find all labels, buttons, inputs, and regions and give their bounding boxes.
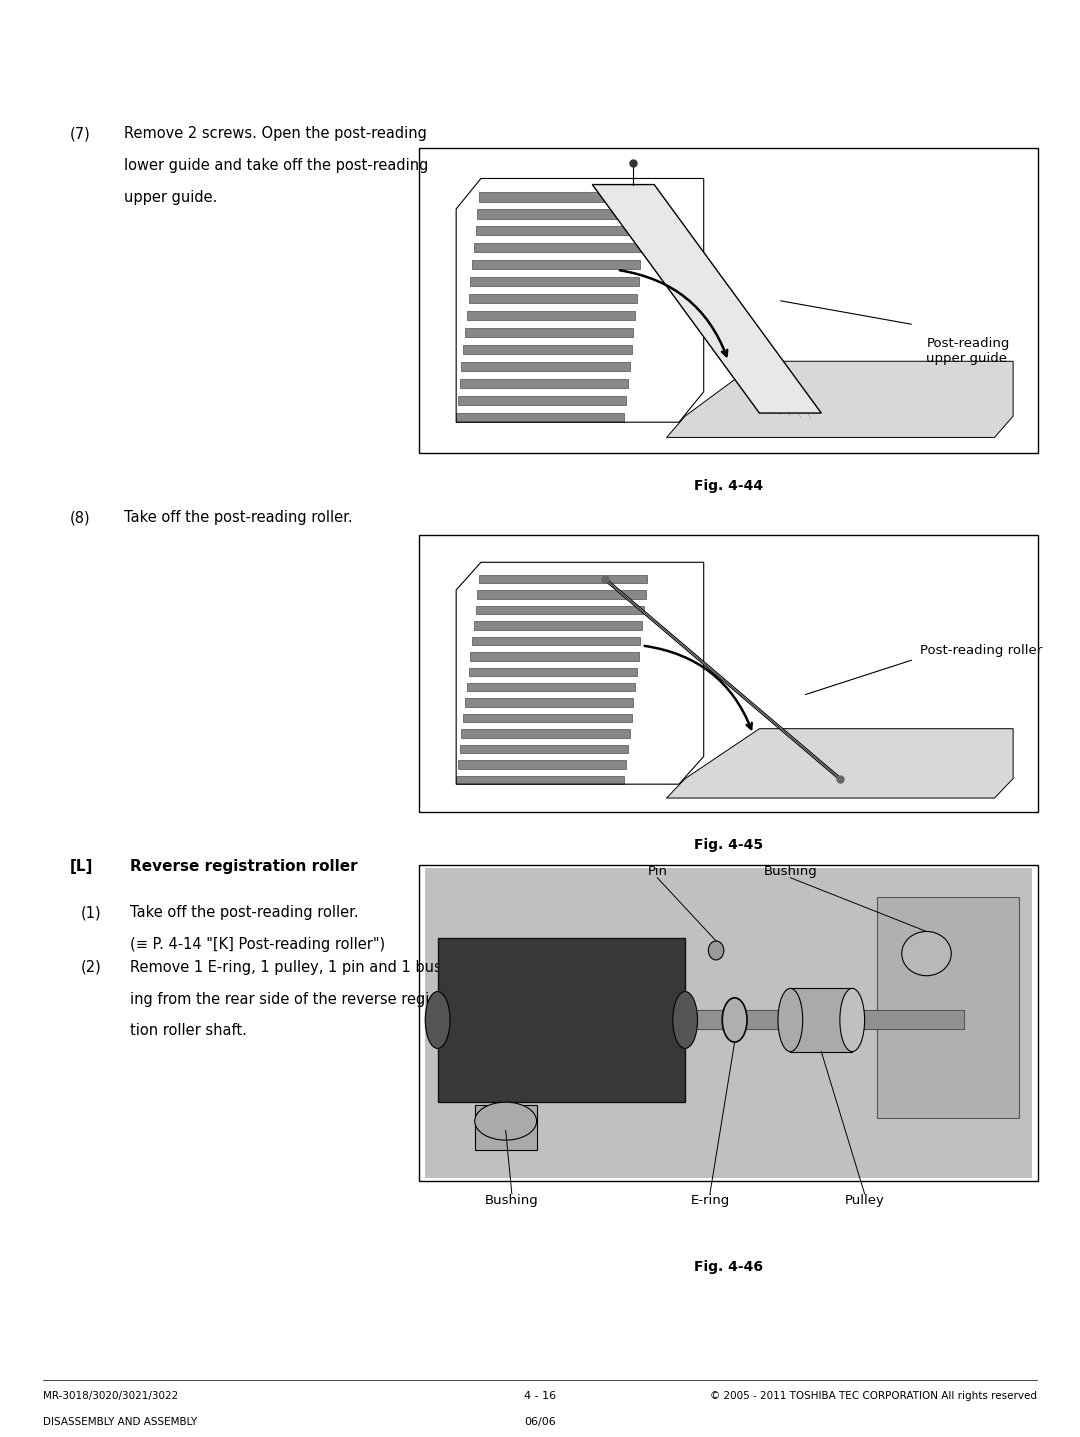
Bar (461, 730, 630, 737)
Bar (419, 148, 1038, 453)
Text: (7): (7) (70, 126, 91, 141)
Text: Post-reading
upper guide: Post-reading upper guide (927, 336, 1010, 365)
Bar (437, 938, 685, 1102)
Bar (480, 575, 648, 583)
Bar (463, 714, 632, 723)
Bar (458, 395, 626, 405)
Text: Take off the post-reading roller.: Take off the post-reading roller. (130, 905, 359, 920)
Bar (475, 1105, 537, 1150)
Text: Remove 2 screws. Open the post-reading: Remove 2 screws. Open the post-reading (124, 126, 427, 141)
Text: Bushing: Bushing (485, 1194, 539, 1207)
Bar (460, 744, 629, 753)
Text: (1): (1) (81, 905, 102, 920)
Text: Take off the post-reading roller.: Take off the post-reading roller. (124, 510, 353, 525)
Ellipse shape (723, 997, 747, 1042)
Polygon shape (877, 897, 1020, 1118)
Text: Post-reading roller: Post-reading roller (920, 644, 1042, 657)
Text: Bushing: Bushing (764, 865, 818, 878)
Ellipse shape (840, 989, 865, 1052)
Text: MR-3018/3020/3021/3022: MR-3018/3020/3021/3022 (43, 1391, 178, 1401)
Bar (475, 226, 644, 236)
Ellipse shape (426, 992, 450, 1049)
Bar (470, 652, 638, 661)
Bar (474, 621, 643, 629)
Ellipse shape (778, 989, 802, 1052)
Bar (467, 310, 635, 320)
Text: (2): (2) (81, 960, 102, 974)
Text: Fig. 4-46: Fig. 4-46 (694, 1260, 762, 1275)
Bar (463, 345, 632, 355)
Bar (470, 277, 638, 286)
Bar (461, 362, 630, 371)
Bar (475, 606, 644, 614)
Bar (685, 1010, 963, 1029)
Ellipse shape (475, 1102, 537, 1140)
Bar (472, 260, 640, 269)
Bar (426, 868, 1031, 1178)
Bar (419, 865, 1038, 1181)
Bar (469, 668, 637, 675)
Polygon shape (666, 729, 1013, 798)
Bar (460, 379, 629, 388)
Polygon shape (592, 184, 821, 412)
Text: Pulley: Pulley (845, 1194, 885, 1207)
Bar (419, 535, 1038, 812)
Bar (467, 683, 635, 691)
Text: Remove 1 E-ring, 1 pulley, 1 pin and 1 bush-: Remove 1 E-ring, 1 pulley, 1 pin and 1 b… (130, 960, 456, 974)
Bar (469, 295, 637, 303)
Text: DISASSEMBLY AND ASSEMBLY: DISASSEMBLY AND ASSEMBLY (43, 1417, 198, 1427)
Text: upper guide.: upper guide. (124, 190, 217, 204)
Bar (474, 243, 643, 253)
Ellipse shape (902, 931, 951, 976)
Bar (456, 776, 624, 785)
Bar (465, 328, 633, 338)
Text: ing from the rear side of the reverse registra-: ing from the rear side of the reverse re… (130, 992, 463, 1006)
Text: E-ring: E-ring (690, 1194, 729, 1207)
Text: Reverse registration roller: Reverse registration roller (130, 859, 357, 874)
Ellipse shape (708, 941, 724, 960)
Text: 06/06: 06/06 (524, 1417, 556, 1427)
Bar (791, 989, 852, 1052)
Polygon shape (666, 361, 1013, 437)
Bar (465, 698, 633, 707)
Text: [L]: [L] (70, 859, 94, 874)
Text: Fig. 4-44: Fig. 4-44 (693, 479, 764, 493)
Ellipse shape (673, 992, 698, 1049)
Bar (480, 193, 648, 201)
Bar (477, 210, 646, 218)
Text: Fig. 4-45: Fig. 4-45 (693, 838, 764, 852)
Bar (477, 591, 646, 599)
Bar (456, 412, 624, 422)
Text: (8): (8) (70, 510, 91, 525)
Text: tion roller shaft.: tion roller shaft. (130, 1023, 246, 1038)
Text: 4 - 16: 4 - 16 (524, 1391, 556, 1401)
Text: © 2005 - 2011 TOSHIBA TEC CORPORATION All rights reserved: © 2005 - 2011 TOSHIBA TEC CORPORATION Al… (710, 1391, 1037, 1401)
Text: (≡ P. 4-14 "[K] Post-reading roller"): (≡ P. 4-14 "[K] Post-reading roller") (130, 937, 384, 951)
Text: Pin: Pin (647, 865, 667, 878)
Bar (472, 637, 640, 645)
Text: lower guide and take off the post-reading: lower guide and take off the post-readin… (124, 158, 429, 172)
Bar (458, 760, 626, 769)
